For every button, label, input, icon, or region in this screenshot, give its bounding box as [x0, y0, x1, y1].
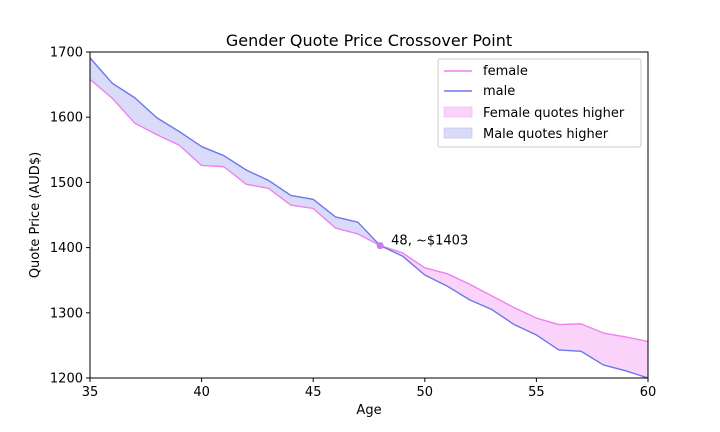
legend-male-label: male	[483, 84, 515, 99]
crossover-point	[376, 242, 384, 250]
annotation-group: 48, ~$1403	[376, 234, 468, 250]
female-higher-fill	[558, 323, 582, 352]
female-higher-fill	[469, 283, 493, 310]
series-lines	[89, 57, 649, 379]
x-tick-label: 55	[528, 385, 545, 400]
plot-frame	[89, 51, 649, 379]
male-higher-fill	[156, 117, 180, 146]
x-axis-label: Age	[356, 403, 381, 418]
male-higher-fill	[89, 57, 113, 99]
x-tick-label: 45	[305, 385, 322, 400]
legend-female-label: female	[483, 64, 528, 79]
legend: female male Female quotes higher Male qu…	[437, 58, 642, 148]
female-higher-fill	[446, 273, 470, 301]
x-tick-label: 35	[82, 385, 99, 400]
y-tick-label: 1700	[50, 46, 83, 61]
x-tick-label: 40	[193, 385, 210, 400]
female-higher-fill	[491, 295, 515, 326]
y-tick-label: 1400	[50, 241, 83, 256]
male-higher-fill	[112, 82, 135, 124]
y-axis-label: Quote Price (AUD$)	[28, 152, 43, 278]
male-series-line	[89, 57, 649, 379]
legend-male-fill-swatch	[443, 127, 473, 139]
y-tick-label: 1600	[50, 111, 83, 126]
legend-male-fill-label: Male quotes higher	[483, 127, 609, 142]
x-tick-label: 50	[417, 385, 434, 400]
x-tick-label: 60	[640, 385, 657, 400]
y-axis-ticks: 1200 1300 1400 1500 1600 1700	[50, 46, 90, 387]
female-higher-fill	[536, 317, 559, 351]
legend-female-fill-swatch	[443, 106, 473, 118]
chart-title: Gender Quote Price Crossover Point	[226, 31, 512, 50]
legend-female-fill-label: Female quotes higher	[483, 106, 625, 121]
male-higher-fill	[201, 146, 225, 168]
crossover-label: 48, ~$1403	[391, 234, 468, 249]
y-tick-label: 1300	[50, 306, 83, 321]
female-higher-fill	[513, 307, 537, 336]
y-tick-label: 1200	[50, 372, 83, 387]
x-axis-ticks: 35 40 45 50 55 60	[82, 378, 657, 400]
y-tick-label: 1500	[50, 176, 83, 191]
female-series-line	[89, 78, 649, 343]
legend-box	[437, 58, 642, 148]
